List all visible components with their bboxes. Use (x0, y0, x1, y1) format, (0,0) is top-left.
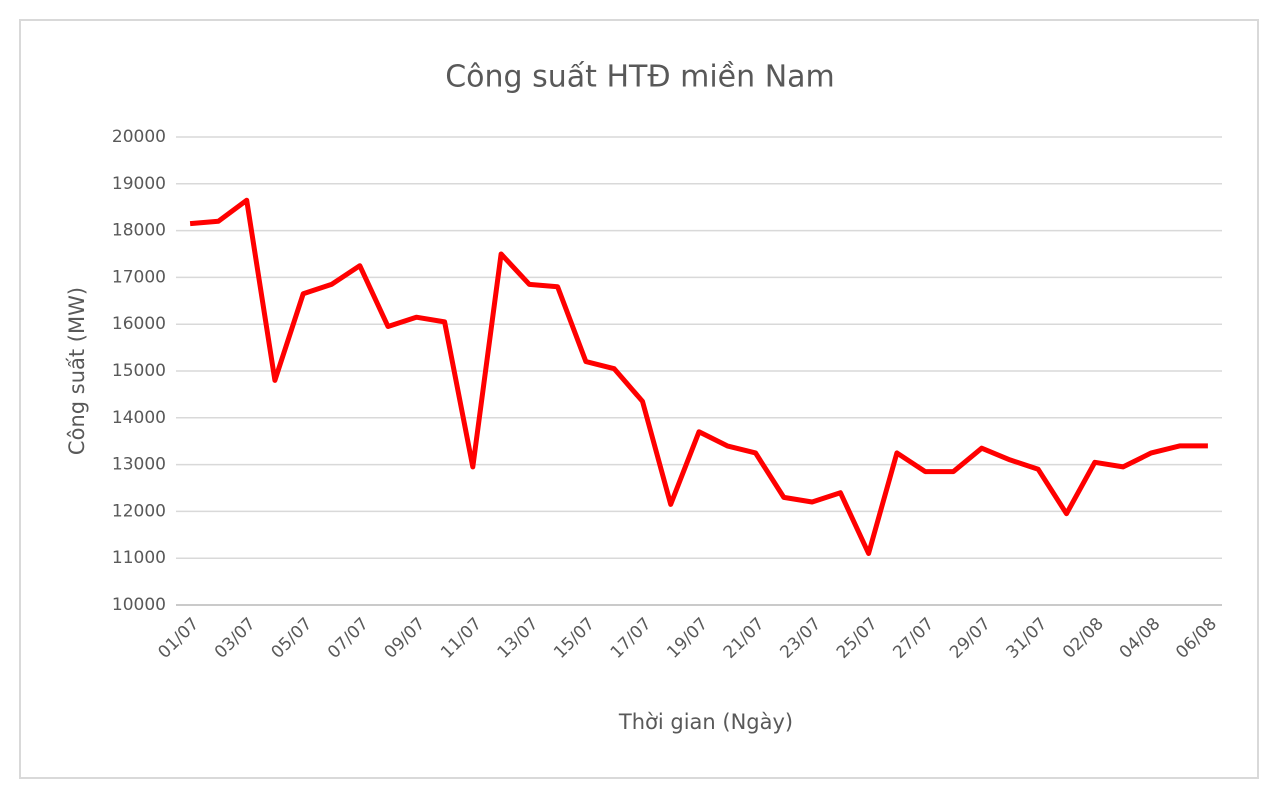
y-axis-label: Công suất (MW) (65, 287, 89, 455)
y-tick-label: 20000 (112, 127, 166, 147)
y-tick-label: 16000 (112, 314, 166, 334)
y-tick-label: 13000 (112, 455, 166, 475)
y-tick-label: 10000 (112, 595, 166, 615)
y-tick-label: 14000 (112, 408, 166, 428)
y-tick-label: 18000 (112, 221, 166, 241)
chart-title: Công suất HTĐ miền Nam (445, 60, 835, 95)
x-axis-label: Thời gian (Ngày) (618, 710, 793, 734)
y-tick-label: 15000 (112, 361, 166, 381)
y-tick-label: 12000 (112, 501, 166, 521)
y-tick-label: 11000 (112, 548, 166, 568)
y-tick-label: 19000 (112, 174, 166, 194)
y-tick-label: 17000 (112, 267, 166, 287)
series-line (189, 197, 1208, 556)
